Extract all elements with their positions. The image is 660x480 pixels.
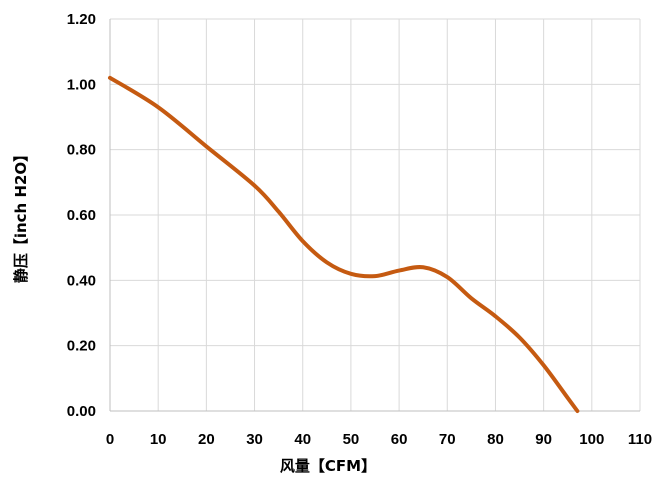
y-tick-label: 0.80 — [67, 142, 96, 159]
x-tick-label: 20 — [198, 431, 215, 448]
x-tick-label: 90 — [535, 431, 552, 448]
y-tick-label: 1.00 — [67, 76, 96, 93]
x-tick-label: 70 — [439, 431, 456, 448]
grid — [110, 18, 641, 411]
y-tick-label: 0.40 — [67, 272, 96, 289]
x-tick-label: 30 — [246, 431, 263, 448]
y-axis-title: 静压【inch H2O】 — [12, 147, 30, 283]
y-tick-label: 0.00 — [67, 403, 96, 420]
x-tick-label: 0 — [106, 431, 114, 448]
x-tick-label: 110 — [628, 431, 652, 448]
series — [108, 75, 580, 413]
x-tick-label: 10 — [150, 431, 167, 448]
x-tick-label: 60 — [391, 431, 408, 448]
tick-labels: 0 10 20 30 40 50 60 70 80 90 100 110 0.00 0.20 0.40 0.6… — [67, 11, 652, 448]
series-line — [108, 75, 580, 413]
x-tick-label: 50 — [343, 431, 360, 448]
axes — [109, 19, 640, 412]
y-tick-label: 1.20 — [67, 11, 96, 28]
y-tick-label: 0.20 — [67, 338, 96, 355]
x-axis-title: 风量【CFM】 — [280, 457, 376, 475]
x-tick-label: 80 — [487, 431, 504, 448]
y-tick-label: 0.60 — [67, 207, 96, 224]
x-tick-label: 40 — [294, 431, 311, 448]
x-tick-label: 100 — [579, 431, 604, 448]
